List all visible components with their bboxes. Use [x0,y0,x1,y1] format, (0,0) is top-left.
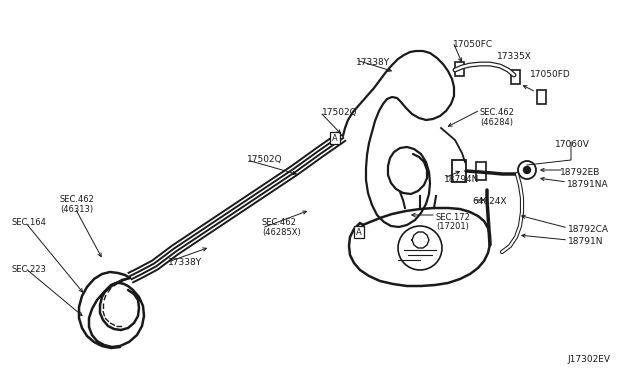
FancyBboxPatch shape [511,70,520,84]
Text: 17060V: 17060V [555,140,590,149]
Text: (46285X): (46285X) [262,228,301,237]
Text: SEC.462: SEC.462 [262,218,297,227]
Text: SEC.164: SEC.164 [12,218,47,227]
Text: (46284): (46284) [480,118,513,127]
Text: 18791NA: 18791NA [567,180,609,189]
Text: SEC.223: SEC.223 [12,265,47,274]
Text: A: A [332,134,338,142]
Circle shape [524,167,531,173]
FancyBboxPatch shape [537,90,546,104]
Text: 17335X: 17335X [497,52,532,61]
Text: (46313): (46313) [60,205,93,214]
Text: SEC.462: SEC.462 [60,195,95,204]
Text: SEC.462: SEC.462 [480,108,515,117]
Text: 17338Y: 17338Y [356,58,390,67]
Bar [476,162,486,180]
Text: J17302EV: J17302EV [567,355,610,364]
Text: 17502Q: 17502Q [322,108,358,117]
Circle shape [518,161,536,179]
Text: 18794N: 18794N [444,175,479,184]
Text: 64824X: 64824X [472,197,506,206]
Text: A: A [356,228,362,237]
FancyBboxPatch shape [455,62,464,76]
Bar [452,160,466,182]
Text: 18792EB: 18792EB [560,168,600,177]
Text: (17201): (17201) [436,222,469,231]
Text: 18792CA: 18792CA [568,225,609,234]
Text: SEC.172: SEC.172 [436,213,471,222]
Circle shape [398,226,442,270]
Text: 17338Y: 17338Y [168,258,202,267]
Text: 17502Q: 17502Q [247,155,283,164]
Text: 17050FD: 17050FD [530,70,571,79]
Text: 18791N: 18791N [568,237,604,246]
Text: 17050FC: 17050FC [453,40,493,49]
